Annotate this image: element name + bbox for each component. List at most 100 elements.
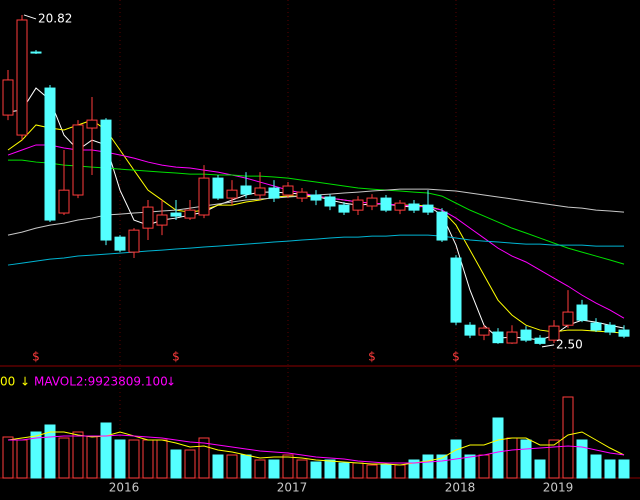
candle-body: [436, 211, 448, 241]
mavol2-arrow: ↓: [166, 375, 176, 389]
event-marker: $: [452, 350, 460, 364]
moving-average-line: [8, 159, 625, 265]
volume-bar: [240, 454, 252, 479]
candle-body: [338, 204, 350, 213]
x-tick-label: 2017: [277, 481, 308, 495]
volume-bar: [534, 459, 546, 479]
volume-bar: [492, 417, 504, 479]
candle-body: [30, 51, 42, 54]
candle-body: [310, 194, 322, 201]
volume-bar: [590, 454, 602, 479]
candle-body: [618, 329, 630, 337]
volume-bar: [2, 436, 14, 479]
candle-body: [352, 199, 364, 211]
volume-bar: [142, 439, 154, 479]
candle-body: [240, 185, 252, 195]
volume-bar: [114, 439, 126, 479]
volume-bar: [30, 431, 42, 479]
candle-body: [520, 329, 532, 341]
candle-body: [2, 79, 14, 116]
candle-body: [184, 209, 196, 219]
candle-body: [114, 236, 126, 251]
volume-bar: [520, 439, 532, 479]
candle-body: [450, 257, 462, 323]
candle-body: [212, 177, 224, 199]
event-marker: $: [172, 350, 180, 364]
candle-body: [394, 202, 406, 211]
candle-body: [198, 177, 210, 216]
volume-bar: [394, 464, 406, 479]
volume-bar: [268, 459, 280, 479]
volume-average-line: [7, 431, 625, 466]
candle-body: [576, 304, 588, 321]
x-tick-label: 2018: [445, 481, 476, 495]
volume-bar: [366, 464, 378, 479]
volume-bar: [618, 459, 630, 479]
volume-bar: [128, 439, 140, 479]
candle-body: [324, 196, 336, 207]
candle-body: [226, 189, 238, 199]
volume-bar: [58, 437, 70, 479]
candle-body: [590, 322, 602, 331]
candle-body: [72, 124, 84, 196]
volume-bar: [422, 454, 434, 479]
candle-body: [422, 204, 434, 213]
mavol1-tail: 00: [0, 375, 15, 389]
volume-bar: [324, 459, 336, 479]
volume-bar: [576, 439, 588, 479]
candle-body: [366, 197, 378, 207]
volume-bar: [212, 454, 224, 479]
volume-average-line: [8, 434, 625, 464]
volume-bar: [506, 437, 518, 479]
candle-body: [156, 214, 168, 226]
volume-bar: [198, 437, 210, 479]
event-marker: $: [368, 350, 376, 364]
candle-body: [128, 229, 140, 253]
volume-bar: [464, 454, 476, 479]
volume-bar: [352, 462, 364, 479]
candle-body: [86, 119, 98, 129]
volume-bar: [408, 459, 420, 479]
candle-body: [492, 331, 504, 344]
x-tick-label: 2019: [543, 481, 574, 495]
volume-bar: [72, 431, 84, 479]
extreme-arrow: [23, 14, 37, 20]
mavol2-text: MAVOL2:9923809.100: [34, 375, 168, 389]
candle-body: [142, 206, 154, 229]
volume-bar: [184, 449, 196, 479]
volume-bar: [338, 462, 350, 479]
extreme-label: 2.50: [556, 337, 583, 351]
candle-body: [282, 185, 294, 196]
volume-bar: [86, 435, 98, 479]
volume-bar: [548, 439, 560, 479]
candle-body: [604, 324, 616, 333]
mavol1-arrow: ↓: [20, 375, 30, 389]
volume-bar: [282, 454, 294, 479]
candle-body: [464, 324, 476, 336]
volume-bar: [226, 454, 238, 479]
candle-body: [548, 325, 560, 341]
candle-body: [170, 212, 182, 217]
candle-body: [408, 203, 420, 211]
candle-body: [100, 119, 112, 241]
volume-bar: [170, 449, 182, 479]
moving-average-line: [7, 144, 625, 319]
volume-bar: [380, 464, 392, 479]
candle-body: [506, 331, 518, 344]
volume-bar: [604, 459, 616, 479]
x-tick-label: 2016: [109, 481, 140, 495]
candle-body: [58, 189, 70, 214]
candle-body: [296, 191, 308, 199]
extreme-label: 20.82: [38, 11, 72, 25]
event-marker: $: [32, 350, 40, 364]
candle-body: [562, 311, 574, 326]
volume-bar: [16, 439, 28, 479]
candle-body: [44, 87, 56, 221]
volume-bar: [100, 422, 112, 479]
volume-bar: [156, 439, 168, 479]
candle-body: [478, 327, 490, 336]
volume-bar: [296, 459, 308, 479]
candle-body: [254, 187, 266, 196]
